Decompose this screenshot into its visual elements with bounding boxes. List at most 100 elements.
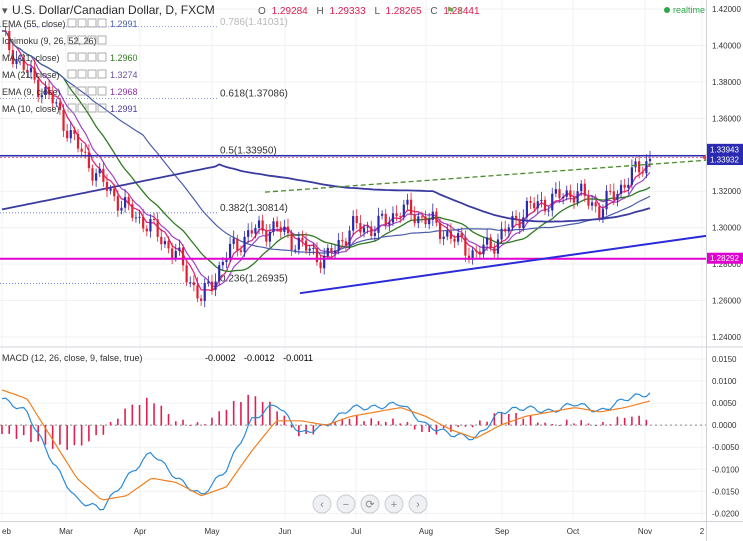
scroll-right-bg[interactable] (408, 494, 428, 514)
macd-histogram-bar (638, 415, 640, 426)
candle-body (102, 168, 105, 182)
candle-body (438, 222, 442, 239)
source-icon[interactable] (87, 35, 97, 45)
macd-legend-label[interactable]: MACD (12, 26, close, 9, false, true) (2, 353, 143, 363)
macd-histogram-bar (225, 409, 228, 426)
indicator-legend-label[interactable]: MA (21, close) (2, 53, 60, 63)
realtime-dot-icon (664, 7, 670, 13)
scroll-left-button[interactable]: ‹ (312, 494, 332, 514)
price-axis[interactable]: 1.240001.260001.280001.300001.320001.340… (712, 5, 741, 342)
zoom-out-button[interactable]: − (336, 494, 356, 514)
candle-body (362, 227, 366, 233)
collapse-arrow-icon[interactable]: ▾ (2, 5, 8, 17)
scroll-left-icon[interactable]: ‹ (320, 499, 324, 511)
macd-value: -0.0002 (205, 353, 236, 363)
settings-icon[interactable] (77, 18, 87, 28)
close-icon[interactable] (97, 69, 107, 79)
dashed-channel-line[interactable] (264, 159, 707, 193)
indicator-legend-label[interactable]: EMA (9, close) (2, 87, 61, 97)
macd-tick-label: 0.0000 (712, 421, 737, 430)
macd-histogram-bar (146, 397, 148, 426)
time-tick-label: Jun (279, 527, 292, 536)
scroll-right-button[interactable]: › (408, 494, 428, 514)
zoom-in-bg[interactable] (384, 494, 404, 514)
candle-body (225, 258, 228, 262)
chart-nav-buttons[interactable]: ‹ − ⟳ + › (312, 494, 428, 514)
macd-histogram-bar (623, 417, 626, 426)
macd-histogram-bar (174, 421, 177, 426)
symbol-title[interactable]: U.S. Dollar/Canadian Dollar, D, FXCM (12, 3, 215, 17)
indicator-legend-row[interactable]: EMA (55, close) 1.2991 (2, 18, 138, 29)
settings-icon[interactable] (77, 86, 87, 96)
reset-bg[interactable] (360, 494, 380, 514)
candle-body (189, 282, 192, 284)
time-tick-label: Jul (351, 527, 361, 536)
eye-icon[interactable] (67, 103, 77, 113)
candle-body (105, 181, 109, 191)
candle-body (366, 226, 369, 228)
zoom-in-button[interactable]: + (384, 494, 404, 514)
indicator-legend-label[interactable]: Ichimoku (9, 26, 52, 26) (2, 36, 97, 46)
eye-icon[interactable] (67, 69, 77, 79)
indicator-legend-row[interactable]: MA (10, close) 1.2991 (2, 103, 138, 114)
candle-body (138, 216, 141, 218)
candle-body (214, 281, 217, 290)
macd-histogram-bar (319, 425, 322, 426)
alert-icon[interactable]: ⚑ (446, 6, 455, 17)
settings-icon[interactable] (77, 52, 87, 62)
macd-legend-values: -0.0002 -0.0012 -0.0011 (205, 353, 313, 363)
macd-legend[interactable]: MACD (12, 26, close, 9, false, true) -0.… (2, 353, 313, 363)
close-icon[interactable] (97, 86, 107, 96)
indicator-legend-label[interactable]: MA (10, close) (2, 104, 60, 114)
indicator-legend-value: 1.3274 (110, 70, 138, 80)
macd-tick-label: -0.0050 (712, 443, 740, 452)
indicator-legend-row[interactable]: MA (21, close) 1.3274 (2, 69, 138, 80)
indicator-legend-row[interactable]: Ichimoku (9, 26, 52, 26) (2, 35, 107, 46)
eye-icon[interactable] (67, 52, 77, 62)
time-tick-label: Mar (59, 527, 73, 536)
eye-icon[interactable] (67, 86, 77, 96)
time-tick-label: Sep (495, 527, 510, 536)
reset-button[interactable]: ⟳ (360, 494, 380, 514)
candle-body (638, 161, 641, 173)
trend-lines[interactable] (0, 154, 707, 295)
indicator-legend-label[interactable]: MA (21, close) (2, 70, 60, 80)
candle-body (181, 247, 185, 266)
zoom-out-icon[interactable]: − (343, 499, 349, 511)
time-axis[interactable]: eb Mar Apr May Jun Jul Aug Sep Oct Nov 2 (2, 527, 705, 536)
source-icon[interactable] (87, 18, 97, 28)
scroll-left-bg[interactable] (312, 494, 332, 514)
macd-histogram-bar (109, 421, 112, 426)
macd-histogram-bar (189, 425, 192, 426)
macd-histogram-bar (479, 420, 481, 426)
eye-icon[interactable] (67, 35, 77, 45)
candle-body (352, 216, 355, 231)
zoom-out-bg[interactable] (336, 494, 356, 514)
indicator-legend-value: 1.2968 (110, 87, 138, 97)
close-icon[interactable] (97, 35, 107, 45)
macd-histogram-bar (59, 425, 61, 445)
scroll-right-icon[interactable]: › (416, 499, 420, 511)
candle-body (496, 239, 500, 254)
close-icon[interactable] (97, 52, 107, 62)
settings-icon[interactable] (77, 35, 87, 45)
source-icon[interactable] (87, 69, 97, 79)
indicator-legend[interactable]: EMA (55, close) 1.2991 Ichimoku (9, 26, 52… (2, 18, 138, 114)
eye-icon[interactable] (67, 18, 77, 28)
reset-icon[interactable]: ⟳ (365, 499, 374, 511)
candle-body (203, 283, 206, 301)
zoom-in-icon[interactable]: + (391, 499, 397, 511)
indicator-legend-label[interactable]: EMA (55, close) (2, 19, 66, 29)
settings-icon[interactable] (77, 103, 87, 113)
macd-axis[interactable]: -0.0200 -0.0150 -0.0100 -0.0050 0.0000 0.0050… (712, 355, 740, 518)
source-icon[interactable] (87, 103, 97, 113)
close-icon[interactable] (97, 18, 107, 28)
indicator-legend-row[interactable]: MA (21, close) 1.2960 (2, 52, 138, 63)
close-icon[interactable] (97, 103, 107, 113)
source-icon[interactable] (87, 86, 97, 96)
candles[interactable] (4, 25, 652, 308)
settings-icon[interactable] (77, 69, 87, 79)
source-icon[interactable] (87, 52, 97, 62)
indicator-legend-row[interactable]: EMA (9, close) 1.2968 (2, 86, 138, 97)
rising-trendline[interactable] (299, 234, 707, 295)
